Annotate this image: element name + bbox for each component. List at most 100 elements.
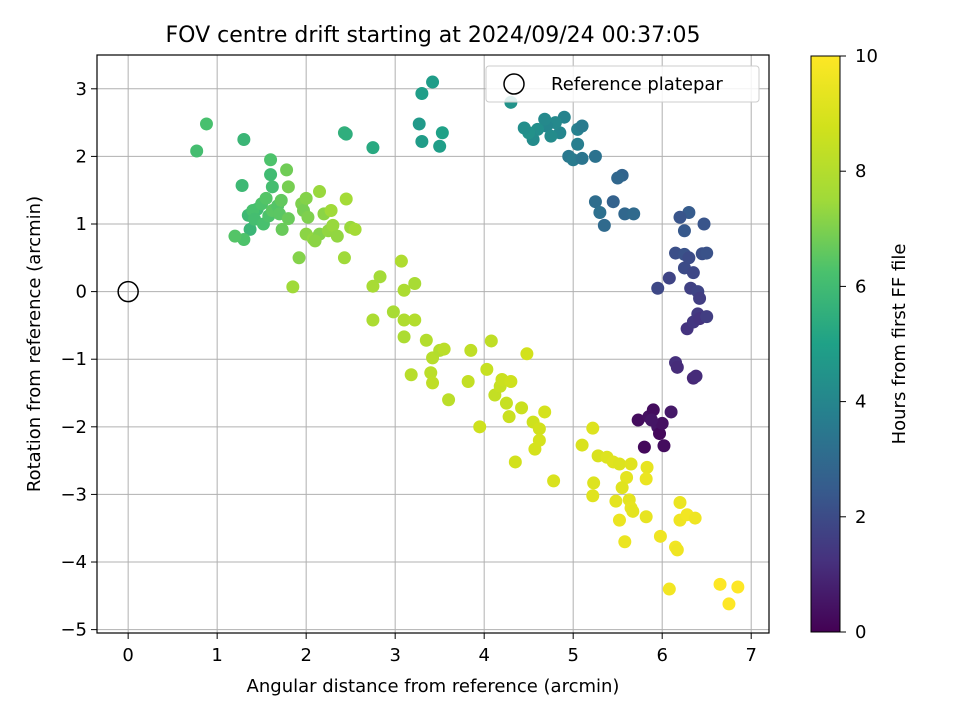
data-point: [280, 163, 294, 177]
data-point: [337, 251, 351, 265]
data-point: [606, 195, 620, 209]
data-point: [348, 222, 362, 236]
data-point: [609, 494, 623, 508]
data-point: [397, 283, 411, 297]
data-point: [615, 481, 629, 495]
x-tick-label: 6: [656, 645, 667, 666]
data-point: [397, 313, 411, 327]
data-point: [415, 87, 429, 101]
data-point: [299, 191, 313, 205]
data-point: [408, 276, 422, 290]
data-point: [373, 270, 387, 284]
data-point: [397, 330, 411, 344]
data-point: [424, 366, 438, 380]
data-point: [688, 511, 702, 525]
x-tick-label: 4: [478, 645, 489, 666]
data-point: [588, 149, 602, 163]
data-point: [686, 266, 700, 280]
data-point: [419, 333, 433, 347]
data-point: [673, 496, 687, 510]
data-point: [575, 438, 589, 452]
data-point: [538, 112, 552, 126]
data-point: [611, 171, 625, 185]
y-tick-label: −1: [60, 349, 87, 370]
data-point: [677, 224, 691, 238]
data-point: [330, 229, 344, 243]
data-point: [653, 529, 667, 543]
legend-box: [485, 65, 760, 103]
data-point: [461, 375, 475, 389]
y-tick-label: −3: [60, 484, 87, 505]
legend-entry-reference: Reference platepar: [551, 74, 723, 95]
colorbar-tick-label: 0: [855, 622, 866, 643]
data-point: [504, 375, 518, 389]
reference-marker-layer: [117, 280, 139, 303]
data-point: [281, 212, 295, 226]
data-point: [386, 305, 400, 319]
data-point: [408, 313, 422, 327]
data-point: [544, 129, 558, 143]
data-point: [264, 168, 278, 182]
data-point: [473, 420, 487, 434]
colorbar-label: Hours from first FF file: [889, 244, 910, 445]
data-point: [571, 137, 585, 151]
data-point: [412, 117, 426, 131]
data-point: [612, 513, 626, 527]
colorbar-tick-label: 4: [855, 392, 866, 413]
legend-marker-icon: [503, 73, 525, 95]
data-point: [693, 291, 707, 305]
data-point: [700, 246, 714, 260]
data-point: [618, 207, 632, 221]
data-point: [646, 403, 660, 417]
x-tick-label: 5: [567, 645, 578, 666]
data-point: [515, 401, 529, 415]
data-point: [670, 360, 684, 374]
y-tick-label: 0: [76, 282, 87, 303]
colorbar: 0 2 4 6 8 10 Hours from first FF file: [810, 46, 910, 643]
data-point: [538, 405, 552, 419]
data-point: [618, 535, 632, 549]
data-point: [682, 251, 696, 265]
data-point: [731, 580, 745, 594]
x-tick-label: 2: [300, 645, 311, 666]
data-point: [442, 393, 456, 407]
colorbar-tick-label: 8: [855, 161, 866, 182]
colorbar-tick-label: 2: [855, 507, 866, 528]
data-point: [532, 433, 546, 447]
data-point: [235, 178, 249, 192]
colorbar-tick-label: 6: [855, 276, 866, 297]
data-point: [502, 410, 516, 424]
data-point: [264, 153, 278, 167]
data-point: [722, 597, 736, 611]
data-point: [700, 310, 714, 324]
data-point: [575, 119, 589, 133]
data-point: [435, 126, 449, 140]
data-point: [587, 476, 601, 490]
data-point: [199, 117, 213, 131]
data-point: [612, 457, 626, 471]
data-point: [433, 139, 447, 153]
plot-frame: [96, 54, 770, 634]
data-point: [637, 440, 651, 454]
reference-point-marker: [117, 280, 139, 303]
data-point: [664, 405, 678, 419]
data-point: [301, 210, 315, 224]
data-point: [713, 577, 727, 591]
data-point: [639, 510, 653, 524]
data-points: [190, 75, 745, 611]
data-point: [662, 271, 676, 285]
y-tick-label: 2: [76, 146, 87, 167]
legend: Reference platepar: [485, 65, 760, 103]
data-point: [237, 133, 251, 147]
data-point: [437, 342, 451, 356]
y-tick-label: 3: [76, 79, 87, 100]
data-point: [324, 203, 338, 217]
data-point: [655, 416, 669, 430]
x-tick-label: 7: [745, 645, 756, 666]
grid: [97, 55, 769, 633]
data-point: [339, 127, 353, 141]
data-point: [626, 504, 640, 518]
data-point: [366, 141, 380, 155]
data-point: [593, 206, 607, 220]
y-tick-label: −5: [60, 620, 87, 641]
